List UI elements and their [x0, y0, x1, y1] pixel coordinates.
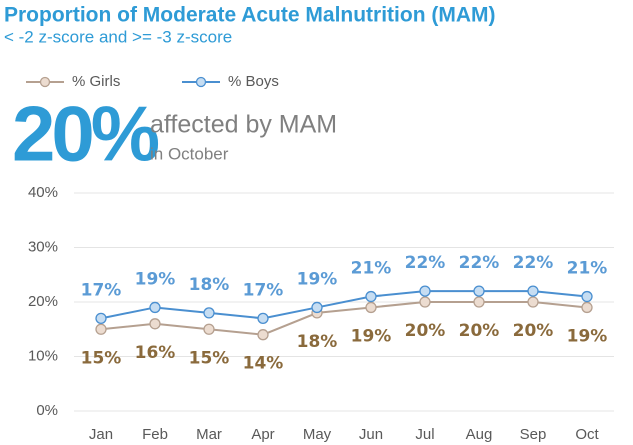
data-label: 19%	[297, 269, 338, 289]
point	[473, 285, 485, 297]
y-tick-label: 40%	[28, 184, 58, 201]
data-label: 20%	[513, 321, 554, 341]
chart-title: Proportion of Moderate Acute Malnutritio…	[4, 4, 496, 27]
data-label: 17%	[243, 280, 284, 300]
point	[149, 318, 161, 330]
legend-label: % Girls	[72, 73, 120, 90]
y-tick-label: 30%	[28, 238, 58, 255]
point	[581, 290, 593, 303]
point	[95, 323, 107, 335]
point	[527, 296, 539, 308]
y-tick-label: 10%	[28, 347, 58, 364]
point	[149, 301, 161, 314]
point	[581, 301, 593, 314]
data-label: 17%	[81, 280, 122, 300]
data-label: 21%	[567, 259, 608, 279]
x-tick-label: Jan	[89, 426, 113, 443]
y-tick-label: 0%	[36, 402, 58, 419]
data-label: 21%	[351, 259, 392, 279]
legend-marker	[39, 76, 51, 88]
x-tick-label: Apr	[251, 426, 274, 443]
series-line	[100, 301, 588, 336]
x-tick-label: Aug	[466, 426, 493, 443]
data-label: 15%	[81, 348, 122, 368]
y-tick-label: 20%	[28, 293, 58, 310]
x-tick-label: Jun	[359, 426, 383, 443]
data-label: 22%	[405, 253, 446, 273]
data-label: 20%	[405, 321, 446, 341]
data-label: 18%	[189, 275, 230, 295]
point	[257, 329, 269, 341]
legend-label: % Boys	[228, 73, 279, 90]
point	[95, 312, 107, 325]
x-tick-label: May	[303, 426, 332, 443]
point	[203, 323, 215, 335]
x-tick-label: Feb	[142, 426, 168, 443]
point	[311, 301, 323, 314]
data-label: 16%	[135, 343, 176, 363]
data-label: 19%	[567, 326, 608, 346]
data-label: 20%	[459, 321, 500, 341]
chart-subtitle: < -2 z-score and >= -3 z-score	[4, 27, 232, 46]
x-tick-label: Mar	[196, 426, 222, 443]
data-label: 19%	[135, 269, 176, 289]
data-label: 22%	[459, 253, 500, 273]
headline: 20%	[12, 90, 159, 178]
series-line	[100, 290, 588, 320]
data-label: 19%	[351, 326, 392, 346]
point	[527, 285, 539, 297]
data-label: 15%	[189, 348, 230, 368]
point	[365, 290, 377, 303]
legend-marker	[195, 76, 207, 88]
x-tick-label: Oct	[575, 426, 599, 443]
point	[257, 312, 269, 325]
x-tick-label: Jul	[415, 426, 434, 443]
data-label: 22%	[513, 253, 554, 273]
point	[473, 296, 485, 308]
data-label: 18%	[297, 332, 338, 352]
point	[419, 285, 431, 297]
data-label: 14%	[243, 354, 284, 374]
point	[365, 301, 377, 314]
headline-text: affected by MAM	[150, 111, 337, 139]
headline-subtext: in October	[150, 144, 229, 163]
x-tick-label: Sep	[520, 426, 547, 443]
point	[203, 307, 215, 319]
point	[419, 296, 431, 308]
